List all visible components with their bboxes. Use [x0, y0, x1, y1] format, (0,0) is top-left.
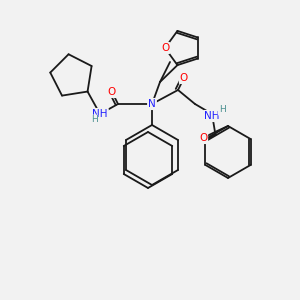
Text: O: O [108, 87, 116, 97]
Text: NH: NH [92, 109, 108, 119]
Text: O: O [199, 133, 207, 143]
Text: H: H [219, 106, 225, 115]
Text: N: N [148, 99, 156, 109]
Text: O: O [180, 73, 188, 83]
Text: H: H [91, 116, 98, 124]
Text: O: O [161, 43, 169, 53]
Text: NH: NH [204, 111, 220, 121]
